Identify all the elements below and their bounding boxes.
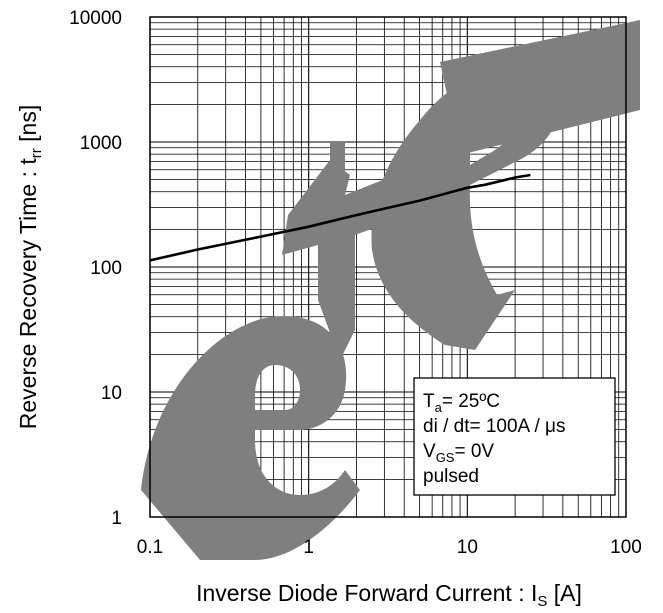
condition-line: Ta= 25ºC — [423, 391, 500, 415]
y-tick-label: 1000 — [80, 133, 122, 154]
condition-line: VGS= 0V — [423, 441, 494, 465]
y-tick-label: 1 — [111, 508, 122, 529]
y-tick-label: 10000 — [69, 8, 122, 29]
tick-labels: 0.1 1 10 100 1 10 100 1000 10000 — [69, 8, 642, 558]
x-tick-label: 0.1 — [137, 537, 163, 558]
condition-line: di / dt= 100A / μs — [423, 416, 565, 437]
x-tick-label: 100 — [610, 537, 642, 558]
y-tick-label: 10 — [101, 383, 122, 404]
x-tick-label: 10 — [457, 537, 478, 558]
condition-line: pulsed — [423, 466, 479, 487]
series-line-1 — [149, 173, 531, 262]
y-axis-title: Reverse Recovery Time : trr [ns] — [15, 105, 45, 429]
plot-frame — [149, 16, 627, 518]
plot-border — [149, 16, 627, 518]
x-axis-title: Inverse Diode Forward Current : IS [A] — [196, 580, 582, 610]
x-tick-label: 1 — [303, 537, 314, 558]
conditions-box-frame — [413, 377, 616, 496]
y-tick-label: 100 — [90, 258, 122, 279]
series-group — [149, 173, 531, 262]
